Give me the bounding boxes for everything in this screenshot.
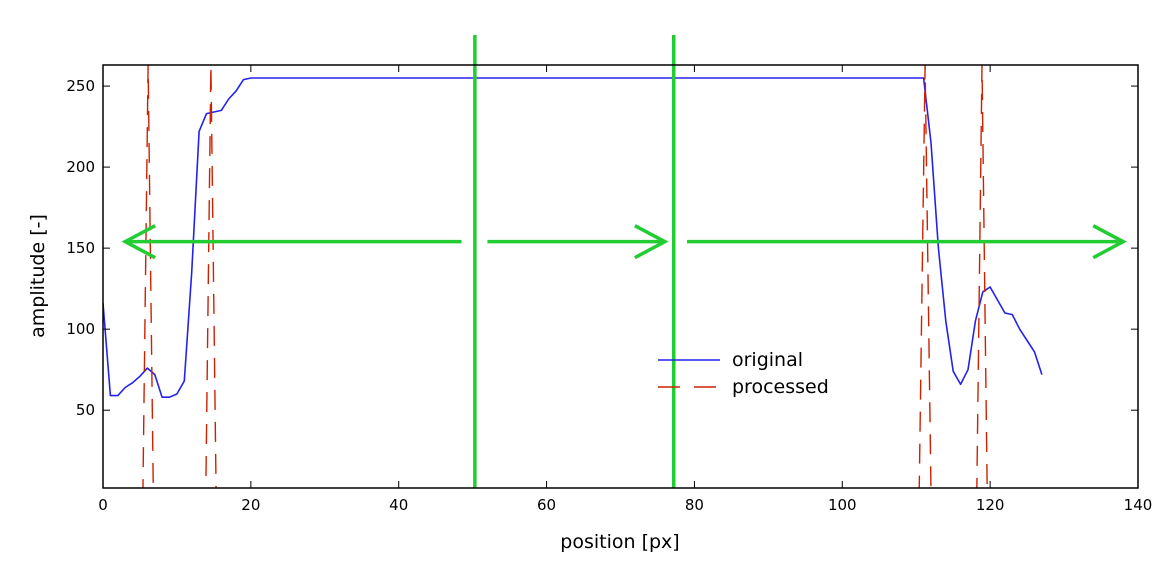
series-layer [103,65,1043,488]
x-tick-label: 120 [976,496,1005,514]
legend: original processed [658,349,829,398]
x-tick-label: 100 [828,496,857,514]
x-tick-label: 0 [98,496,108,514]
y-tick-label: 200 [66,158,95,176]
x-tick-label: 80 [685,496,704,514]
y-axis-title: amplitude [-] [27,214,49,338]
series-line-processed [142,65,988,488]
annotation-arrow [487,224,669,260]
y-tick-label: 150 [66,239,95,257]
x-tick-label: 20 [241,496,260,514]
plot-frame [102,64,1139,489]
series-line-original [103,77,1043,399]
x-tick-label: 140 [1124,496,1153,514]
annotation-arrow [121,224,462,260]
x-tick-label: 60 [537,496,556,514]
ticks-layer: 0 20 40 60 80 100 120 140 50 100 150 200 250 [66,65,1152,514]
legend-label-processed: processed [732,376,829,398]
x-tick-label: 40 [389,496,408,514]
annotation-arrow [687,224,1127,260]
x-axis-title: position [px] [560,531,679,553]
y-tick-label: 100 [66,320,95,338]
annotation-layer [121,35,1127,488]
plot-area [103,65,1138,488]
y-tick-label: 50 [76,401,95,419]
y-tick-label: 250 [66,77,95,95]
legend-label-original: original [732,349,803,371]
